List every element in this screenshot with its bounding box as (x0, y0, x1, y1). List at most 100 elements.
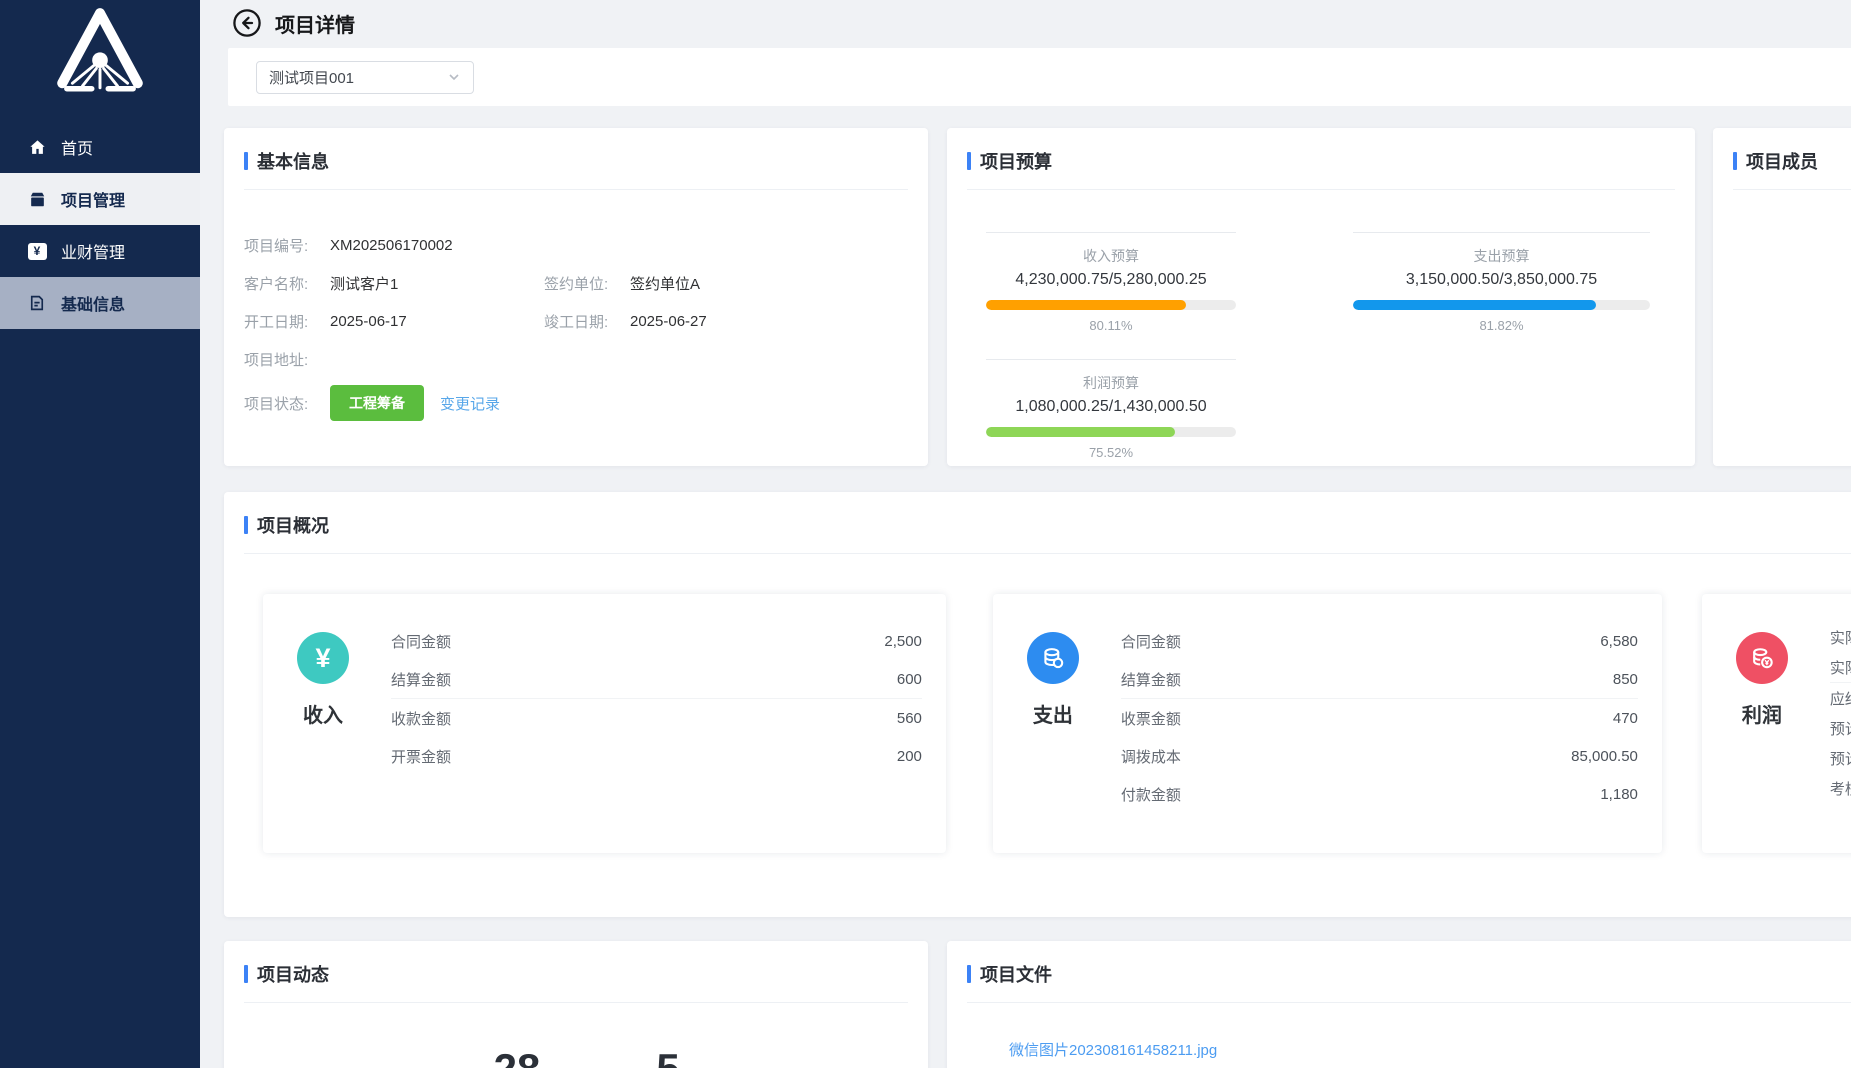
progress-track (1353, 300, 1650, 310)
profit-summary-card: 利润 实际 实际 应结 预计 (1701, 594, 1851, 853)
summary-card-name: 利润 (1741, 705, 1782, 727)
budget-percent: 75.52% (1088, 445, 1134, 460)
sidebar-item-basic-info[interactable]: 基础信息 (0, 277, 200, 329)
card-title: 项目文件 (967, 961, 1851, 987)
card-title: 项目概况 (244, 512, 1851, 538)
title-accent-bar (244, 152, 248, 170)
summary-row: 预计 (1829, 750, 1851, 768)
budget-item-expense: 支出预算 3,150,000.50/3,850,000.75 81.82% (1353, 232, 1650, 333)
app-logo (0, 0, 200, 95)
logo-emblem-icon (57, 8, 143, 92)
sidebar-item-label: 项目管理 (61, 193, 126, 210)
progress-fill (986, 300, 1187, 310)
summary-row: 付款金额 1,180 (1120, 785, 1638, 804)
field-label: 客户名称: (244, 275, 309, 293)
summary-row: 考核 (1829, 780, 1851, 798)
field-value: XM202506170002 (330, 236, 453, 254)
budget-card: 项目预算 收入预算 4,230,000.75/5,280,000.25 80.1… (947, 128, 1695, 466)
toolbar-panel: 测试项目001 (228, 48, 1851, 106)
row-divider (1120, 698, 1638, 699)
row-divider (1829, 682, 1851, 683)
title-accent-bar (244, 516, 248, 534)
sidebar-item-label: 基础信息 (61, 297, 126, 314)
project-status-button[interactable]: 工程筹备 (330, 385, 424, 421)
files-card: 项目文件 微信图片202308161458211.jpg (947, 941, 1851, 1068)
document-icon (26, 292, 48, 314)
budget-percent: 80.11% (1089, 318, 1133, 333)
sidebar-item-home[interactable]: 首页 (0, 121, 200, 173)
field-value: 2025-06-17 (330, 312, 407, 330)
summary-row: 合同金额 2,500 (391, 632, 922, 651)
budget-item-income: 收入预算 4,230,000.75/5,280,000.25 80.11% (986, 232, 1236, 333)
field-label: 签约单位: (544, 275, 609, 293)
yen-icon: ¥ (297, 632, 349, 684)
sidebar-menu: 首页 项目管理 ¥ 业财管理 基础信息 (0, 121, 200, 329)
page-header: 项目详情 (232, 8, 1851, 38)
field-label: 开工日期: (244, 313, 309, 331)
title-accent-bar (1733, 152, 1737, 170)
title-accent-bar (967, 152, 971, 170)
title-divider (244, 1002, 908, 1003)
row-divider (391, 698, 922, 699)
main-area: 项目详情 测试项目001 基本信息 (200, 0, 1851, 1068)
income-summary-card: ¥ 收入 合同金额 2,500 结算金额 600 收款金额 560 (263, 594, 946, 853)
summary-row: 实际 (1829, 659, 1851, 677)
summary-card-name: 支出 (1032, 705, 1073, 727)
members-card: 项目成员 (1713, 128, 1851, 466)
summary-row: 收款金额 560 (391, 709, 922, 728)
summary-row: 应结 (1829, 690, 1851, 708)
project-icon (26, 188, 48, 210)
budget-item-profit: 利润预算 1,080,000.25/1,430,000.50 75.52% (986, 359, 1236, 460)
progress-track (986, 300, 1236, 310)
project-select-value: 测试项目001 (269, 69, 355, 87)
summary-row: 实际 (1829, 629, 1851, 647)
card-title: 项目动态 (244, 961, 908, 987)
title-divider (967, 189, 1675, 190)
sidebar-item-project-management[interactable]: 项目管理 (0, 173, 200, 225)
summary-row: 结算金额 600 (391, 670, 922, 689)
summary-card-name: 收入 (303, 705, 343, 727)
stat-value: 28 (469, 1045, 565, 1068)
title-accent-bar (967, 965, 971, 983)
page-title: 项目详情 (275, 14, 355, 37)
field-value: 测试客户1 (330, 275, 399, 293)
basic-info-card: 基本信息 项目编号: XM202506170002 客户名称: 测试 (224, 128, 928, 466)
coins-icon (1026, 632, 1079, 684)
budget-grid: 收入预算 4,230,000.75/5,280,000.25 80.11% 支出… (986, 232, 1695, 460)
title-divider (244, 189, 908, 190)
summary-row: 预计 (1829, 720, 1851, 738)
title-divider (1733, 189, 1851, 190)
budget-value: 4,230,000.75/5,280,000.25 (1015, 271, 1207, 288)
stat-value: 5 (620, 1045, 716, 1068)
progress-track (986, 427, 1236, 437)
back-button[interactable] (232, 8, 262, 38)
summary-row: 合同金额 6,580 (1120, 632, 1638, 651)
budget-label: 支出预算 (1473, 248, 1530, 264)
project-select[interactable]: 测试项目001 (256, 60, 474, 94)
title-divider (967, 1002, 1851, 1003)
field-value: 签约单位A (630, 275, 701, 293)
field-label: 竣工日期: (544, 313, 609, 331)
project-file-link[interactable]: 微信图片202308161458211.jpg (1009, 1042, 1218, 1059)
summary-row: 调拨成本 85,000.50 (1120, 747, 1638, 766)
basic-info-fields: 项目编号: XM202506170002 客户名称: 测试客户1 签约单位: 签… (244, 226, 908, 422)
overview-card: 项目概况 ¥ 收入 合同金额 2,500 (224, 492, 1851, 917)
summary-row: 开票金额 200 (391, 747, 922, 766)
title-accent-bar (244, 965, 248, 983)
budget-label: 利润预算 (1083, 375, 1139, 391)
back-arrow-icon (233, 9, 261, 37)
budget-value: 3,150,000.50/3,850,000.75 (1405, 271, 1598, 288)
summary-row: 结算金额 850 (1120, 670, 1638, 689)
sidebar: 首页 项目管理 ¥ 业财管理 基础信息 (0, 0, 200, 1068)
change-log-link[interactable]: 变更记录 (440, 395, 501, 413)
sidebar-item-label: 首页 (61, 141, 94, 158)
title-divider (244, 553, 1851, 554)
yuan-square-icon: ¥ (26, 240, 48, 262)
budget-percent: 81.82% (1479, 318, 1524, 333)
card-title: 项目预算 (967, 148, 1675, 174)
field-label: 项目状态: (244, 395, 309, 413)
sidebar-item-business-finance[interactable]: ¥ 业财管理 (0, 225, 200, 277)
card-title: 基本信息 (244, 148, 908, 174)
field-value: 2025-06-27 (630, 312, 707, 330)
progress-fill (1353, 300, 1596, 310)
